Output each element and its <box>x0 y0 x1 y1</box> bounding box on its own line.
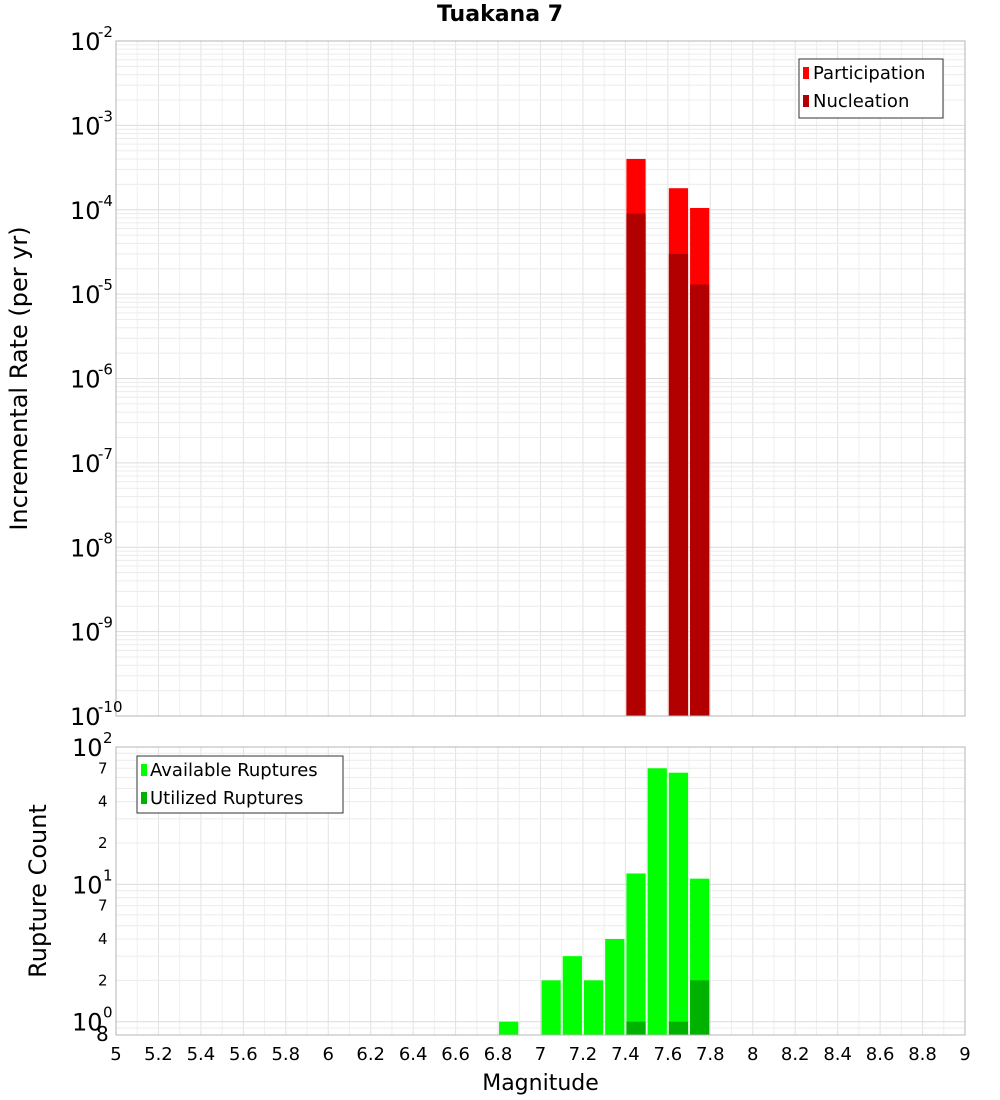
y-axis-label: Incremental Rate (per yr) <box>5 226 33 530</box>
bar-available-ruptures <box>563 956 582 1035</box>
bar-available-ruptures <box>542 980 561 1035</box>
bar-available-ruptures <box>669 773 688 1035</box>
x-tick-label: 6.6 <box>441 1044 470 1065</box>
y-axis-label: Rupture Count <box>24 804 52 978</box>
y-tick-base: 10 <box>70 112 101 140</box>
legend-label: Nucleation <box>813 91 909 112</box>
y-tick-base: 10 <box>70 619 101 647</box>
bar-available-ruptures <box>605 939 624 1035</box>
y-tick-label: 10-10 <box>70 698 123 731</box>
x-tick-label: 7.6 <box>654 1044 683 1065</box>
x-tick-label: 7.2 <box>569 1044 598 1065</box>
y-tick-base: 10 <box>70 534 101 562</box>
y-tick-label: 4 <box>98 793 108 811</box>
x-tick-label: 5.6 <box>229 1044 258 1065</box>
x-tick-label: 6.8 <box>484 1044 513 1065</box>
legend-label: Available Ruptures <box>150 760 318 781</box>
y-tick-label: 10-7 <box>70 445 113 478</box>
x-tick-label: 5 <box>110 1044 121 1065</box>
y-tick-base: 10 <box>70 366 101 394</box>
x-tick-label: 7 <box>535 1044 546 1065</box>
y-tick-exponent: -9 <box>98 614 113 632</box>
bar-available-ruptures <box>584 980 603 1035</box>
bar-nucleation <box>669 254 688 716</box>
bar-available-ruptures <box>626 873 645 1035</box>
x-tick-label: 5.4 <box>187 1044 216 1065</box>
y-tick-exponent: 1 <box>103 866 113 884</box>
y-tick-base: 10 <box>72 871 103 899</box>
y-tick-exponent: -7 <box>98 445 113 463</box>
y-tick-label: 2 <box>98 971 108 989</box>
bar-available-ruptures <box>499 1022 518 1035</box>
y-tick-exponent: 2 <box>103 729 113 747</box>
y-tick-exponent: -3 <box>98 107 113 125</box>
y-tick-label: 4 <box>98 930 108 948</box>
y-tick-exponent: -5 <box>98 276 113 294</box>
x-tick-label: 9 <box>959 1044 970 1065</box>
bar-utilized-ruptures <box>626 1022 645 1035</box>
x-tick-label: 7.8 <box>696 1044 725 1065</box>
y-tick-label: 10-6 <box>70 361 113 394</box>
y-tick-label: 10-9 <box>70 614 113 647</box>
x-tick-label: 5.8 <box>271 1044 300 1065</box>
x-tick-label: 8 <box>747 1044 758 1065</box>
y-tick-exponent: -4 <box>98 192 113 210</box>
y-tick-label: 10-4 <box>70 192 113 225</box>
x-tick-label: 6.2 <box>356 1044 385 1065</box>
legend-label: Participation <box>813 63 925 84</box>
y-tick-label: 10-3 <box>70 107 113 140</box>
bar-utilized-ruptures <box>690 980 709 1035</box>
legend-label: Utilized Ruptures <box>150 788 303 809</box>
legend-swatch-available-ruptures <box>141 764 147 776</box>
bar-utilized-ruptures <box>669 1022 688 1035</box>
y-tick-base: 10 <box>70 28 101 56</box>
y-tick-label: 10-8 <box>70 529 113 562</box>
y-tick-base: 10 <box>70 281 101 309</box>
y-tick-base: 10 <box>70 197 101 225</box>
x-tick-label: 6.4 <box>399 1044 428 1065</box>
y-tick-label: 10-5 <box>70 276 113 309</box>
y-tick-label: 10 1 <box>72 866 113 899</box>
x-tick-label: 8.8 <box>908 1044 937 1065</box>
legend-swatch-participation <box>803 67 809 79</box>
x-tick-label: 6 <box>323 1044 334 1065</box>
y-tick-exponent: -10 <box>98 698 123 716</box>
y-tick-base: 10 <box>72 734 103 762</box>
bar-available-ruptures <box>648 768 667 1035</box>
y-tick-base: 10 <box>70 703 101 731</box>
x-tick-label: 5.2 <box>144 1044 173 1065</box>
y-tick-label: 10-2 <box>70 23 113 56</box>
y-tick-label: 2 <box>98 834 108 852</box>
y-tick-base: 10 <box>70 450 101 478</box>
x-axis-label: Magnitude <box>482 1071 599 1096</box>
y-tick-base: 10 <box>72 1009 103 1037</box>
y-tick-exponent: -6 <box>98 361 113 379</box>
x-tick-label: 7.4 <box>611 1044 640 1065</box>
bar-nucleation <box>690 285 709 716</box>
x-tick-label: 8.4 <box>823 1044 852 1065</box>
x-tick-label: 8.6 <box>866 1044 895 1065</box>
x-tick-label: 8.2 <box>781 1044 810 1065</box>
y-tick-exponent: -2 <box>98 23 113 41</box>
bar-nucleation <box>626 214 645 716</box>
y-tick-label: 10 2 <box>72 729 113 762</box>
legend-swatch-nucleation <box>803 95 809 107</box>
legend-swatch-utilized-ruptures <box>141 792 147 804</box>
y-tick-exponent: -8 <box>98 529 113 547</box>
y-tick-exponent: 0 <box>103 1004 113 1022</box>
